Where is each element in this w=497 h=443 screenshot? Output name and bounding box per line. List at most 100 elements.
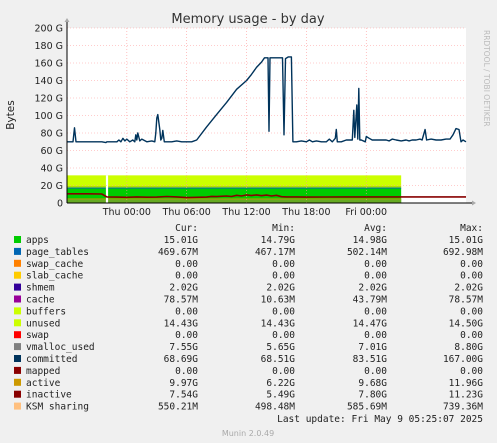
legend-name-mapped: mapped xyxy=(26,366,60,377)
legend-swatch-swap-cache xyxy=(14,259,21,267)
legend-swatch-unused xyxy=(14,319,21,327)
series-committed-line xyxy=(67,56,467,144)
y-tick-label: 60 G xyxy=(41,146,63,157)
legend-avg-cache: 43.79M xyxy=(353,295,388,306)
x-axis: Thu 00:00 Thu 06:00 Thu 12:00 Thu 18:00 Fri … xyxy=(102,207,387,218)
legend-avg-unused: 14.47G xyxy=(353,318,388,329)
legend-cur-committed: 68.69G xyxy=(164,354,199,365)
legend-swatch-inactive xyxy=(14,390,21,398)
y-tick-label: 40 G xyxy=(41,164,63,175)
legend-name-vmalloc-used: vmalloc_used xyxy=(26,342,95,353)
legend-cur-buffers: 0.00 xyxy=(175,306,198,317)
legend-cur-ksm-sharing: 550.21M xyxy=(158,402,198,413)
legend-max-shmem: 2.02G xyxy=(454,283,483,294)
legend-header-avg: Avg: xyxy=(364,223,387,234)
y-tick-label: 160 G xyxy=(34,59,63,70)
legend-header-min: Min: xyxy=(272,223,295,234)
legend-max-apps: 15.01G xyxy=(449,235,484,246)
legend-min-cache: 10.63M xyxy=(261,295,296,306)
legend-name-active: active xyxy=(26,378,61,389)
legend-cur-swap-cache: 0.00 xyxy=(175,259,198,270)
rrdtool-credit: RRDTOOL / TOBI OETIKER xyxy=(482,30,491,127)
legend-swatch-vmalloc-used xyxy=(14,343,21,351)
legend-max-mapped: 0.00 xyxy=(460,366,483,377)
legend-name-swap: swap xyxy=(26,330,49,341)
legend-cur-apps: 15.01G xyxy=(164,235,199,246)
x-tick-label: Thu 06:00 xyxy=(162,207,211,218)
legend-avg-mapped: 0.00 xyxy=(364,366,387,377)
legend: Cur: Min: Avg: Max: apps 15.01G 14.79G 14.98G 15… xyxy=(14,223,483,413)
legend-name-buffers: buffers xyxy=(26,306,66,317)
legend-min-active: 6.22G xyxy=(266,378,295,389)
legend-min-mapped: 0.00 xyxy=(272,366,295,377)
legend-max-slab-cache: 0.00 xyxy=(460,271,483,282)
legend-max-buffers: 0.00 xyxy=(460,306,483,317)
legend-name-page-tables: page_tables xyxy=(26,247,89,258)
last-update: Last update: Fri May 9 05:25:07 2025 xyxy=(277,414,483,425)
x-tick-label: Fri 00:00 xyxy=(345,207,387,218)
legend-cur-page-tables: 469.67M xyxy=(158,247,198,258)
legend-min-slab-cache: 0.00 xyxy=(272,271,295,282)
x-axis-arrow xyxy=(472,200,476,206)
legend-avg-active: 9.68G xyxy=(358,378,387,389)
x-tick-label: Thu 00:00 xyxy=(102,207,151,218)
y-axis-arrow xyxy=(64,18,70,22)
y-tick-label: 0 xyxy=(57,199,63,210)
legend-swatch-shmem xyxy=(14,283,21,291)
legend-avg-swap: 0.00 xyxy=(364,330,387,341)
legend-name-shmem: shmem xyxy=(26,283,55,294)
legend-swatch-ksm-sharing xyxy=(14,402,21,410)
legend-swatch-page-tables xyxy=(14,247,21,255)
legend-min-vmalloc-used: 5.65G xyxy=(266,342,295,353)
vmalloc-area xyxy=(67,186,402,189)
munin-version: Munin 2.0.49 xyxy=(222,429,274,438)
y-axis: 0 20 G 40 G 60 G 80 G 100 G 120 G 140 G 160 G 180… xyxy=(34,24,63,210)
legend-min-inactive: 5.49G xyxy=(266,390,295,401)
legend-avg-buffers: 0.00 xyxy=(364,306,387,317)
legend-min-ksm-sharing: 498.48M xyxy=(255,402,295,413)
plot-area xyxy=(64,18,476,206)
legend-swatch-committed xyxy=(14,355,21,362)
legend-swatch-slab-cache xyxy=(14,271,21,279)
legend-name-committed: committed xyxy=(26,354,77,365)
y-tick-label: 140 G xyxy=(34,76,63,87)
legend-max-committed: 167.00G xyxy=(443,354,483,365)
legend-cur-active: 9.97G xyxy=(169,378,198,389)
legend-min-unused: 14.43G xyxy=(261,318,296,329)
legend-max-swap-cache: 0.00 xyxy=(460,259,483,270)
legend-name-slab-cache: slab_cache xyxy=(26,271,83,282)
legend-avg-inactive: 7.80G xyxy=(358,390,387,401)
x-tick-label: Thu 12:00 xyxy=(221,207,270,218)
legend-min-page-tables: 467.17M xyxy=(255,247,295,258)
legend-name-cache: cache xyxy=(26,295,55,306)
legend-cur-slab-cache: 0.00 xyxy=(175,271,198,282)
legend-swatch-apps xyxy=(14,236,21,243)
legend-header-cur: Cur: xyxy=(175,223,198,234)
legend-avg-page-tables: 502.14M xyxy=(347,247,387,258)
legend-max-ksm-sharing: 739.36M xyxy=(443,402,483,413)
legend-header-max: Max: xyxy=(460,223,483,234)
legend-cur-mapped: 0.00 xyxy=(175,366,198,377)
legend-avg-shmem: 2.02G xyxy=(358,283,387,294)
legend-cur-swap: 0.00 xyxy=(175,330,198,341)
y-tick-label: 120 G xyxy=(34,94,63,105)
legend-avg-ksm-sharing: 585.69M xyxy=(347,402,387,413)
legend-max-active: 11.96G xyxy=(449,378,484,389)
legend-name-inactive: inactive xyxy=(26,390,72,401)
data-gap xyxy=(105,175,109,203)
legend-name-swap-cache: swap_cache xyxy=(26,259,83,270)
legend-name-apps: apps xyxy=(26,235,49,246)
legend-max-vmalloc-used: 8.80G xyxy=(454,342,483,353)
y-tick-label: 100 G xyxy=(34,111,63,122)
legend-avg-slab-cache: 0.00 xyxy=(364,271,387,282)
legend-min-committed: 68.51G xyxy=(261,354,296,365)
legend-swatch-buffers xyxy=(14,307,21,315)
legend-avg-committed: 83.51G xyxy=(353,354,388,365)
y-tick-label: 200 G xyxy=(34,24,63,35)
unused-area xyxy=(67,175,402,187)
y-tick-label: 20 G xyxy=(41,181,63,192)
legend-min-shmem: 2.02G xyxy=(266,283,295,294)
legend-swatch-active xyxy=(14,378,21,386)
y-tick-label: 80 G xyxy=(41,129,63,140)
legend-swatch-mapped xyxy=(14,366,21,374)
